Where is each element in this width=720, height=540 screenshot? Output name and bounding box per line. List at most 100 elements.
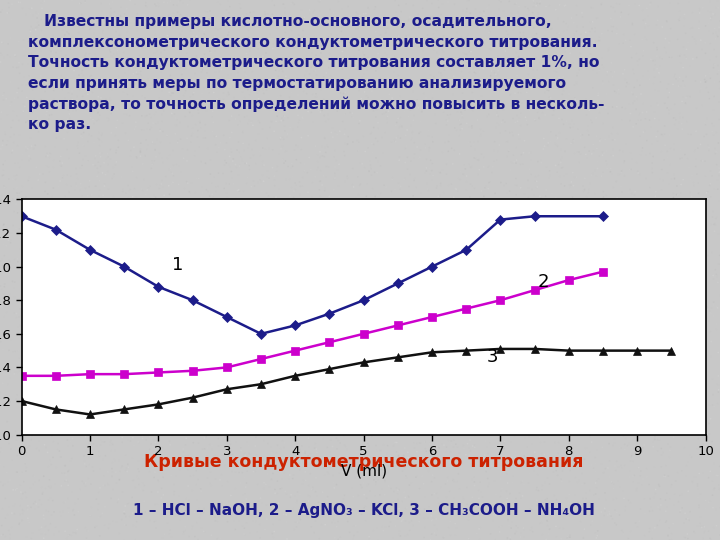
Point: [709, 24, 720, 33]
Point: [469, 442, 481, 451]
Point: [320, 69, 332, 78]
Point: [488, 333, 500, 341]
Point: [413, 414, 425, 423]
Point: [510, 253, 522, 262]
Point: [254, 176, 266, 184]
Point: [251, 303, 262, 312]
Point: [608, 495, 619, 504]
Point: [261, 188, 272, 197]
Point: [629, 30, 640, 38]
Point: [614, 483, 626, 491]
Point: [630, 325, 642, 334]
Point: [239, 473, 251, 482]
Point: [30, 163, 42, 172]
Point: [106, 362, 117, 371]
Point: [68, 352, 80, 360]
Point: [464, 451, 475, 460]
Point: [31, 332, 42, 341]
Point: [526, 237, 537, 245]
Point: [485, 71, 496, 80]
Point: [642, 251, 653, 259]
Point: [409, 444, 420, 453]
Point: [515, 532, 526, 540]
Point: [69, 529, 81, 538]
Point: [490, 400, 501, 409]
Point: [291, 332, 302, 340]
Point: [217, 482, 228, 490]
Point: [149, 0, 161, 9]
Point: [639, 114, 651, 123]
Point: [239, 93, 251, 102]
Point: [133, 73, 145, 82]
Point: [147, 339, 158, 347]
Point: [690, 473, 702, 482]
Point: [458, 170, 469, 179]
Point: [627, 384, 639, 393]
Point: [381, 336, 392, 345]
Point: [280, 510, 292, 519]
Point: [121, 253, 132, 261]
Point: [585, 298, 596, 307]
Point: [683, 457, 694, 466]
Point: [259, 8, 271, 16]
Point: [13, 399, 24, 407]
Point: [256, 309, 268, 318]
Point: [45, 47, 57, 56]
Point: [699, 75, 711, 84]
Point: [129, 323, 140, 332]
Point: [621, 82, 632, 91]
Point: [374, 297, 386, 306]
Point: [13, 58, 24, 67]
Point: [27, 106, 38, 114]
Point: [305, 469, 316, 478]
Point: [403, 15, 415, 24]
Point: [28, 365, 40, 374]
Point: [181, 229, 192, 238]
Point: [580, 202, 591, 211]
Point: [1, 262, 12, 271]
Point: [95, 435, 107, 444]
Point: [685, 176, 696, 184]
Point: [433, 509, 445, 518]
Point: [188, 471, 199, 480]
Point: [669, 70, 680, 79]
Point: [649, 523, 661, 532]
Point: [332, 89, 343, 98]
Point: [339, 441, 351, 449]
Point: [150, 30, 161, 39]
Point: [637, 128, 649, 137]
Point: [694, 6, 706, 15]
Point: [320, 237, 332, 246]
Point: [543, 207, 554, 216]
Point: [642, 12, 654, 21]
Point: [573, 476, 585, 485]
Point: [172, 138, 184, 147]
Point: [376, 228, 387, 237]
Point: [194, 389, 206, 397]
Point: [102, 481, 114, 489]
Point: [639, 300, 651, 308]
Point: [271, 477, 283, 485]
Point: [609, 462, 621, 470]
Point: [19, 210, 30, 218]
Point: [509, 181, 521, 190]
Point: [356, 94, 367, 103]
Point: [320, 163, 332, 172]
Point: [651, 43, 662, 52]
Point: [270, 66, 282, 75]
Point: [1, 510, 13, 519]
Point: [449, 424, 461, 433]
Point: [464, 282, 476, 291]
Point: [672, 0, 684, 8]
Point: [429, 521, 441, 529]
Point: [557, 163, 568, 172]
Point: [171, 323, 183, 332]
Point: [582, 427, 594, 435]
Point: [666, 535, 678, 540]
Point: [400, 0, 412, 8]
Point: [232, 309, 243, 318]
Point: [133, 293, 145, 301]
Point: [326, 357, 338, 366]
Point: [140, 355, 152, 364]
Point: [544, 51, 555, 59]
